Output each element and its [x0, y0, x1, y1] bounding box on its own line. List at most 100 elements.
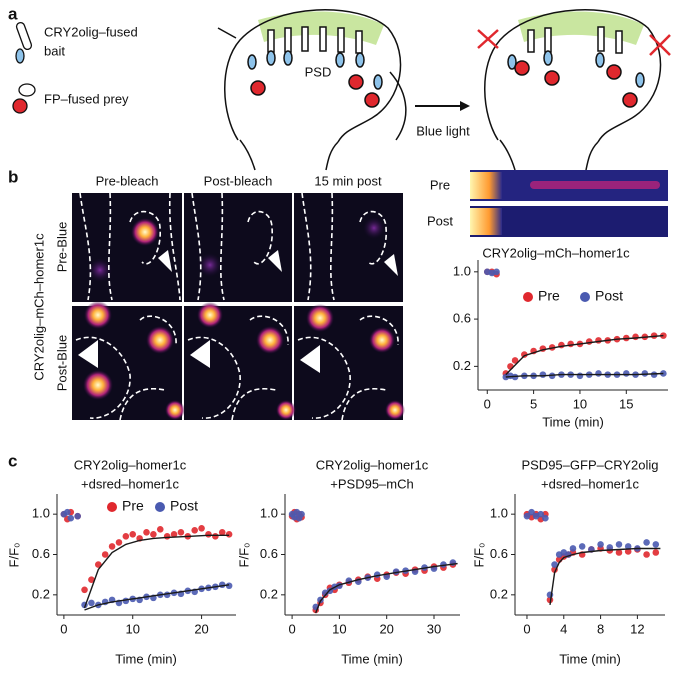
data-point [585, 338, 593, 345]
legend-label: Pre [538, 288, 560, 304]
data-point [115, 539, 123, 546]
y-tick-label: 1.0 [490, 506, 508, 521]
chart-title: PSD95–GFP–CRY2olig [521, 457, 658, 472]
chart-title: +PSD95–mCh [330, 476, 413, 491]
panel-letter: c [8, 451, 17, 470]
kymo-label: Pre [430, 177, 450, 192]
data-point [523, 512, 531, 520]
data-point [67, 514, 75, 522]
chart-title: CRY2olig–mCh–homer1c [482, 245, 630, 260]
legend-marker [523, 292, 533, 302]
data-point [225, 582, 233, 590]
data-point [622, 370, 630, 377]
data-point [624, 548, 632, 555]
data-point [624, 543, 632, 550]
chart-title: CRY2olig–homer1c [316, 457, 429, 472]
x-tick-label: 12 [630, 621, 644, 636]
data-point [177, 529, 185, 536]
y-tick-label: 1.0 [260, 506, 278, 521]
data-point [569, 545, 577, 552]
legend-label: Post [595, 288, 623, 304]
chart-title: +dsred–homer1c [81, 476, 179, 491]
x-tick-label: 4 [560, 621, 567, 636]
data-point [511, 357, 519, 364]
data-point [507, 363, 514, 370]
data-point [643, 539, 650, 546]
data-point [74, 512, 81, 520]
x-tick-label: 5 [530, 396, 537, 411]
legend-text: bait [44, 43, 65, 58]
data-point [551, 561, 558, 568]
legend-text: FP–fused prey [44, 91, 129, 106]
data-point [218, 581, 226, 589]
y-tick-label: 0.2 [32, 586, 50, 601]
column-label: Post-bleach [204, 173, 273, 188]
data-point [81, 586, 88, 594]
x-tick-label: 20 [379, 621, 393, 636]
data-point [95, 561, 102, 568]
data-point [88, 576, 95, 584]
data-point [576, 372, 584, 380]
fit-line [84, 584, 230, 611]
column-label: Pre-bleach [96, 173, 159, 188]
x-axis-label: Time (min) [542, 414, 604, 429]
data-point [595, 337, 602, 344]
data-point [597, 541, 604, 548]
data-point [542, 514, 549, 522]
data-point [521, 351, 528, 358]
arrow-label: Blue light [416, 123, 470, 138]
spine-diagram [217, 9, 407, 171]
x-tick-label: 30 [427, 621, 441, 636]
data-point [129, 531, 137, 538]
data-point [632, 333, 639, 341]
kymo-label: Post [427, 213, 453, 228]
data-point [225, 531, 233, 538]
chart-title: CRY2olig–homer1c [74, 457, 187, 472]
y-axis-label: F/F₀ [471, 543, 486, 568]
data-point [122, 533, 130, 540]
data-point [615, 541, 623, 548]
x-tick-label: 0 [60, 621, 67, 636]
panel-letter: a [8, 4, 18, 23]
data-point [537, 510, 545, 518]
data-point [150, 531, 157, 538]
data-point [88, 599, 95, 607]
psd-label: PSD [305, 64, 332, 79]
data-point [643, 551, 650, 558]
data-point [156, 525, 164, 533]
data-point [650, 371, 658, 378]
data-point [606, 544, 614, 551]
data-point [615, 549, 623, 556]
fit-line [505, 372, 664, 378]
legend-marker [107, 502, 117, 512]
data-point [143, 529, 150, 536]
legend-label: Post [170, 498, 198, 514]
row-construct: CRY2olig–mCh–homer1c [31, 233, 46, 381]
data-point [528, 508, 535, 516]
y-tick-label: 0.6 [453, 311, 471, 326]
data-point [298, 510, 305, 518]
y-tick-label: 0.6 [32, 546, 50, 561]
x-axis-label: Time (min) [115, 651, 177, 666]
fit-line [505, 334, 664, 376]
data-point [493, 268, 500, 276]
x-tick-label: 15 [619, 396, 633, 411]
data-point [650, 332, 658, 339]
data-point [595, 370, 602, 377]
y-tick-label: 0.6 [490, 546, 508, 561]
x-tick-label: 10 [332, 621, 346, 636]
y-tick-label: 1.0 [32, 506, 50, 521]
fit-line [549, 547, 661, 605]
x-axis-label: Time (min) [341, 651, 403, 666]
fit-line [83, 534, 230, 609]
x-tick-label: 8 [597, 621, 604, 636]
x-tick-label: 10 [573, 396, 587, 411]
data-point [64, 508, 71, 516]
column-label: 15 min post [314, 173, 382, 188]
y-axis-label: F/F₀ [6, 543, 21, 568]
legend-icons [12, 21, 36, 114]
data-point [218, 529, 226, 536]
data-point [170, 531, 178, 538]
y-tick-label: 0.6 [260, 546, 278, 561]
data-point [163, 533, 171, 540]
